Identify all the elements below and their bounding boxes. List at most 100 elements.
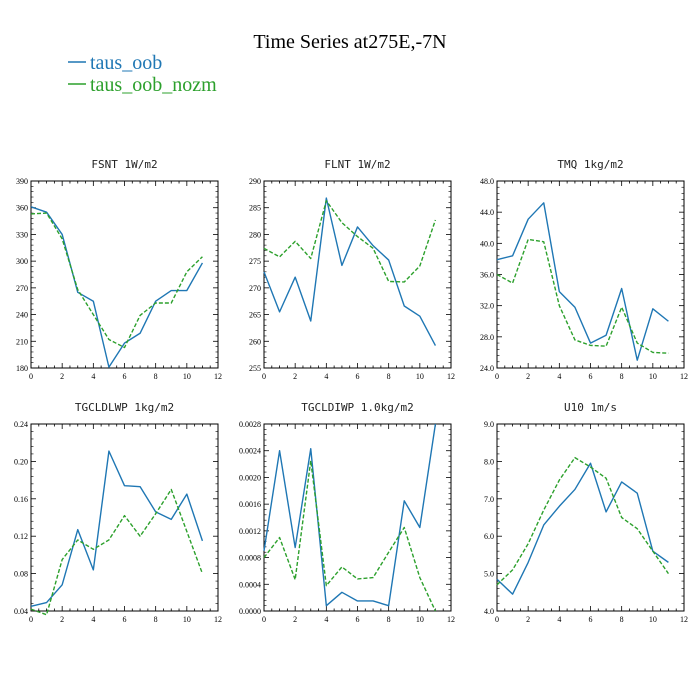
- x-tick-label: 12: [447, 372, 455, 381]
- x-tick-label: 4: [91, 372, 95, 381]
- y-tick-label: 360: [16, 204, 28, 213]
- y-tick-label: 4.0: [484, 607, 494, 616]
- y-tick-label: 48.0: [480, 177, 494, 186]
- x-tick-label: 6: [123, 615, 127, 624]
- x-tick-label: 4: [91, 615, 95, 624]
- series-line-taus-oob: [30, 206, 204, 368]
- y-tick-label: 28.0: [480, 333, 494, 342]
- y-tick-label: 0.0020: [239, 473, 261, 482]
- x-tick-label: 12: [214, 372, 222, 381]
- y-tick-label: 270: [16, 284, 28, 293]
- y-tick-label: 40.0: [480, 239, 494, 248]
- panel-title: FLNT 1W/m2: [324, 158, 390, 171]
- plot-frame: [30, 180, 219, 369]
- chart-panel-1: FLNT 1W/m2 0 2 4 6 8 10 12 255 260 265 270 275 280 285…: [249, 158, 455, 381]
- x-tick-label: 10: [183, 615, 191, 624]
- x-tick-label: 4: [324, 615, 328, 624]
- y-tick-label: 0.12: [14, 532, 28, 541]
- y-tick-label: 36.0: [480, 271, 494, 280]
- x-tick-label: 4: [557, 615, 561, 624]
- y-tick-label: 32.0: [480, 302, 494, 311]
- panel-title: FSNT 1W/m2: [91, 158, 157, 171]
- x-tick-label: 6: [356, 615, 360, 624]
- x-tick-label: 8: [387, 615, 391, 624]
- y-tick-label: 260: [249, 337, 261, 346]
- series-line-taus-oob: [496, 202, 669, 361]
- x-tick-label: 10: [183, 372, 191, 381]
- legend-label-taus-oob-nozm: taus_oob_nozm: [90, 74, 217, 96]
- x-tick-label: 0: [262, 372, 266, 381]
- y-tick-label: 280: [249, 230, 261, 239]
- x-tick-label: 12: [680, 372, 688, 381]
- x-tick-label: 12: [680, 615, 688, 624]
- x-tick-label: 4: [324, 372, 328, 381]
- y-tick-label: 0.20: [14, 457, 28, 466]
- panel-title: TMQ 1kg/m2: [557, 158, 623, 171]
- x-tick-label: 0: [262, 615, 266, 624]
- x-tick-label: 2: [293, 372, 297, 381]
- chart-panel-0: FSNT 1W/m2 0 2 4 6 8 10 12 180 210 240 270 300 330 360…: [16, 158, 222, 381]
- chart-panel-5: U10 1m/s 0 2 4 6 8 10 12 4.0 5.0 6.0 7.0 8.0 9.0: [484, 401, 688, 624]
- x-tick-label: 6: [123, 372, 127, 381]
- series-line-taus-oob: [263, 423, 437, 607]
- x-tick-label: 8: [387, 372, 391, 381]
- x-tick-label: 6: [589, 372, 593, 381]
- y-tick-label: 180: [16, 364, 28, 373]
- x-tick-label: 0: [495, 615, 499, 624]
- x-tick-label: 2: [526, 372, 530, 381]
- series-line-taus-oob-nozm: [263, 200, 437, 283]
- series-line-taus-oob-nozm: [496, 456, 669, 586]
- y-tick-label: 0.0004: [239, 580, 261, 589]
- x-tick-label: 10: [416, 372, 424, 381]
- x-tick-label: 8: [154, 615, 158, 624]
- y-tick-label: 240: [16, 311, 28, 320]
- y-tick-label: 255: [249, 364, 261, 373]
- series-line-taus-oob: [263, 197, 437, 346]
- figure-title: Time Series at275E,-7N: [253, 31, 446, 53]
- plot-frame: [30, 423, 219, 612]
- x-tick-label: 4: [557, 372, 561, 381]
- panel-title: TGCLDIWP 1.0kg/m2: [301, 401, 414, 414]
- x-tick-label: 0: [495, 372, 499, 381]
- series-line-taus-oob-nozm: [30, 488, 204, 616]
- y-tick-label: 9.0: [484, 420, 494, 429]
- series-line-taus-oob-nozm: [30, 212, 203, 349]
- x-tick-label: 8: [620, 615, 624, 624]
- chart-panel-2: TMQ 1kg/m2 0 2 4 6 8 10 12 24.0 28.0 32.0 36.0 40.0 4…: [480, 158, 688, 381]
- y-tick-label: 270: [249, 284, 261, 293]
- y-tick-label: 0.0008: [239, 554, 261, 563]
- chart-panel-4: TGCLDIWP 1.0kg/m2 0 2 4 6 8 10 12 0.0000 0.0004 0.…: [239, 401, 455, 624]
- x-tick-label: 6: [589, 615, 593, 624]
- y-tick-label: 290: [249, 177, 261, 186]
- x-tick-label: 2: [60, 615, 64, 624]
- y-tick-label: 0.0028: [239, 420, 261, 429]
- y-tick-label: 0.24: [14, 420, 28, 429]
- x-tick-label: 2: [526, 615, 530, 624]
- y-tick-label: 5.0: [484, 570, 494, 579]
- y-tick-label: 390: [16, 177, 28, 186]
- x-tick-label: 2: [60, 372, 64, 381]
- legend-label-taus-oob: taus_oob: [90, 52, 162, 74]
- chart-panel-3: TGCLDLWP 1kg/m2 0 2 4 6 8 10 12 0.04 0.08 0.12 0.16…: [14, 401, 222, 624]
- x-tick-label: 10: [649, 372, 657, 381]
- x-tick-label: 6: [356, 372, 360, 381]
- y-tick-label: 6.0: [484, 532, 494, 541]
- x-tick-label: 0: [29, 615, 33, 624]
- y-tick-label: 300: [16, 257, 28, 266]
- y-tick-label: 0.04: [14, 607, 28, 616]
- y-tick-label: 0.0000: [239, 607, 261, 616]
- x-tick-label: 0: [29, 372, 33, 381]
- y-tick-label: 0.08: [14, 570, 28, 579]
- panels: FSNT 1W/m20 2 4 6 8 10 12180210240270300330360…: [14, 158, 688, 624]
- y-tick-label: 0.0012: [239, 527, 261, 536]
- y-tick-label: 330: [16, 230, 28, 239]
- x-tick-label: 8: [620, 372, 624, 381]
- y-tick-label: 8.0: [484, 457, 494, 466]
- y-tick-label: 0.0024: [239, 447, 261, 456]
- y-tick-label: 275: [249, 257, 261, 266]
- series-line-taus-oob: [30, 450, 204, 608]
- plot-frame: [263, 180, 452, 369]
- y-tick-label: 265: [249, 311, 261, 320]
- x-tick-label: 2: [293, 615, 297, 624]
